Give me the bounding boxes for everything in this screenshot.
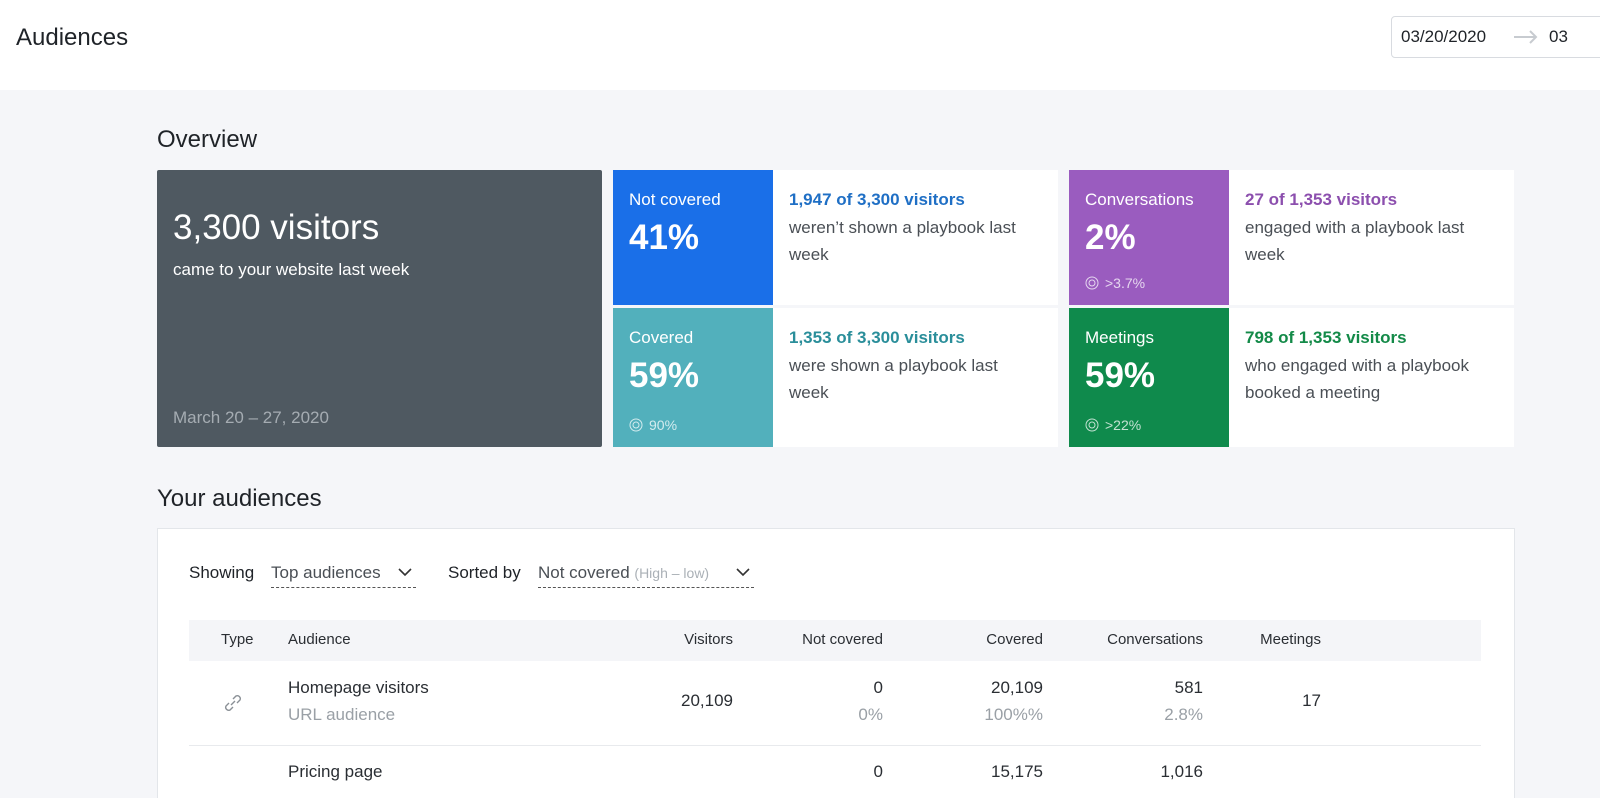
target-icon [1085, 418, 1099, 432]
summary-date: March 20 – 27, 2020 [173, 408, 329, 427]
metric-tile: Conversations 2% >3.7% [1069, 170, 1229, 305]
metric-label: Not covered [629, 190, 721, 209]
metric-percent: 41% [629, 218, 700, 257]
metric-percent: 59% [1085, 356, 1156, 395]
cell-conversations: 1,016 [1160, 762, 1203, 781]
cell-covered: 15,175 [991, 762, 1043, 781]
metric-tile: Not covered 41% [613, 170, 773, 305]
detail-title: 27 of 1,353 visitors [1245, 190, 1398, 209]
dropdown-hint: (High – low) [634, 565, 710, 581]
section-title: Overview [157, 126, 258, 153]
metric-percent: 59% [629, 356, 700, 395]
summary-headline: 3,300 visitors [173, 208, 380, 247]
summary-subtitle: came to your website last week [173, 260, 410, 279]
row-divider [189, 745, 1481, 746]
cell-covered-pct: 100%% [984, 705, 1043, 724]
arrow-icon [1514, 30, 1538, 44]
metric-percent: 2% [1085, 218, 1136, 257]
summary-card: 3,300 visitors came to your website last… [157, 170, 602, 447]
column-header: Visitors [684, 631, 733, 648]
chevron-icon [398, 568, 412, 577]
badge-text: >3.7% [1105, 275, 1146, 291]
detail-title: 1,353 of 3,300 visitors [789, 328, 965, 347]
date-start[interactable]: 03/20/2020 [1401, 27, 1487, 46]
cell-conversations: 581 [1174, 678, 1203, 697]
page-title: Audiences [16, 24, 129, 51]
audience-panel [157, 528, 1515, 798]
link-icon [225, 695, 241, 711]
metric-label: Covered [629, 328, 694, 347]
chevron-icon [736, 568, 750, 577]
column-header: Meetings [1260, 631, 1321, 648]
target-icon [629, 418, 643, 432]
metric-detail: 798 of 1,353 visitors who engaged with a … [1229, 308, 1514, 447]
filter-label: Sorted by [448, 563, 521, 582]
column-header: Audience [288, 631, 351, 648]
cell-conversations-pct: 2.8% [1164, 705, 1203, 724]
metric-badge: >3.7% [1085, 275, 1145, 291]
showing-dropdown[interactable]: Top audiences [271, 563, 416, 588]
detail-title: 798 of 1,353 visitors [1245, 328, 1407, 347]
cell-not-covered: 0 [873, 762, 883, 781]
detail-title: 1,947 of 3,300 visitors [789, 190, 965, 209]
metric-detail: 1,947 of 3,300 visitors weren’t shown a p… [773, 170, 1058, 305]
metric-tile: Covered 59% 90% [613, 308, 773, 447]
metric-tile: Meetings 59% >22% [1069, 308, 1229, 447]
cell-name: Pricing page [288, 762, 383, 781]
detail-text: weren’t shown a playbook last week [789, 218, 1016, 264]
date-picker[interactable] [1391, 16, 1600, 58]
cell-visitors: 20,109 [681, 691, 733, 710]
top-bar [0, 0, 1600, 90]
cell-not-covered-pct: 0% [858, 705, 883, 724]
dropdown-value[interactable]: Top audiences [271, 563, 381, 582]
metric-label: Conversations [1085, 190, 1194, 209]
column-header: Not covered [802, 631, 883, 648]
target-icon [1085, 276, 1099, 290]
cell-meetings: 17 [1302, 691, 1321, 710]
cell-name: Homepage visitors [288, 678, 429, 697]
column-header: Type [221, 631, 254, 648]
cell-type-label: URL audience [288, 705, 396, 724]
filter-label: Showing [189, 563, 255, 582]
metric-badge: >22% [1085, 417, 1141, 433]
detail-text: engaged with a playbook last week [1245, 218, 1465, 264]
cell-covered: 20,109 [991, 678, 1043, 697]
sort-dropdown[interactable]: Not covered (High – low) [538, 563, 754, 588]
detail-text: who engaged with a playbook booked a mee… [1245, 356, 1469, 402]
metric-detail: 1,353 of 3,300 visitors were shown a play… [773, 308, 1058, 447]
section-title: Your audiences [157, 485, 322, 512]
date-end[interactable]: 03 [1549, 27, 1568, 46]
metric-label: Meetings [1085, 328, 1154, 347]
metric-detail: 27 of 1,353 visitors engaged with a playb… [1229, 170, 1514, 305]
column-header: Conversations [1107, 631, 1203, 648]
column-header: Covered [986, 631, 1043, 648]
badge-text: >22% [1105, 417, 1142, 433]
cell-not-covered: 0 [873, 678, 883, 697]
detail-text: were shown a playbook last week [789, 356, 998, 402]
table-header [189, 620, 1481, 661]
metric-badge: 90% [629, 417, 677, 433]
badge-text: 90% [649, 417, 678, 433]
dropdown-value[interactable]: Not covered [538, 563, 630, 582]
